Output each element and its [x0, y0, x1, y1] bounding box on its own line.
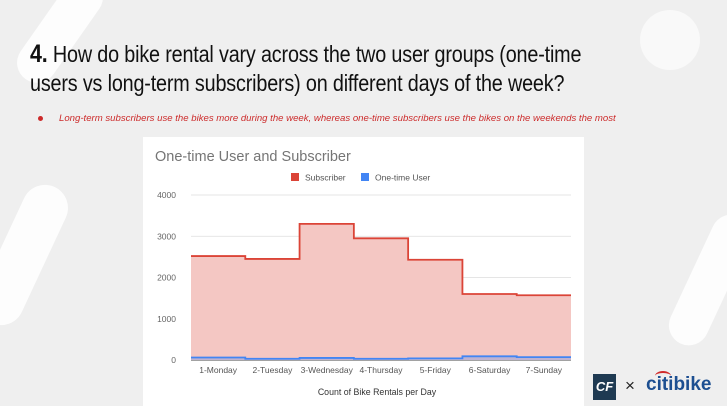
chart-title: One-time User and Subscriber: [155, 149, 351, 165]
finding-text: Long-term subscribers use the bikes more…: [59, 113, 616, 124]
x-tick-label: 2-Tuesday: [253, 365, 294, 375]
y-tick-label: 2000: [157, 273, 176, 283]
legend-swatch: [291, 173, 299, 181]
background-decoration: [0, 177, 76, 333]
y-tick-label: 3000: [157, 231, 176, 241]
y-tick-label: 4000: [157, 190, 176, 200]
subscriber-area: [191, 223, 571, 360]
one-time-user-line: [191, 355, 571, 360]
bullet-dot-icon: [38, 116, 43, 121]
x-tick-label: 6-Saturday: [469, 365, 511, 375]
area-chart: One-time User and Subscriber Subscriber On…: [155, 149, 571, 397]
citibike-logo: citibike: [646, 374, 711, 396]
subscriber-line: [191, 222, 571, 297]
x-tick-label: 3-Wednesday: [301, 365, 354, 375]
cf-logo: CF: [593, 374, 616, 400]
legend-label: Subscriber: [305, 173, 346, 183]
legend-swatch: [361, 173, 369, 181]
background-decoration: [640, 10, 700, 70]
x-tick-label: 4-Thursday: [360, 365, 404, 375]
legend-label: One-time User: [375, 173, 430, 183]
x-tick-label: 1-Monday: [199, 365, 238, 375]
x-axis-label: Count of Bike Rentals per Day: [318, 387, 437, 397]
citi-arc-icon: [655, 371, 671, 381]
chart-card: One-time User and Subscriber Subscriber On…: [143, 137, 584, 406]
background-decoration: [662, 208, 727, 352]
y-tick-label: 0: [171, 355, 176, 365]
times-icon: ×: [625, 376, 635, 395]
x-tick-label: 7-Sunday: [526, 365, 563, 375]
question-number: 4.: [30, 40, 48, 68]
slide-heading: 4. How do bike rental vary across the tw…: [30, 40, 615, 98]
y-tick-label: 1000: [157, 314, 176, 324]
x-tick-label: 5-Friday: [420, 365, 452, 375]
bike-wordmark: bike: [673, 374, 712, 395]
question-text: How do bike rental vary across the two u…: [30, 41, 582, 96]
citi-wordmark: citi: [646, 374, 674, 395]
